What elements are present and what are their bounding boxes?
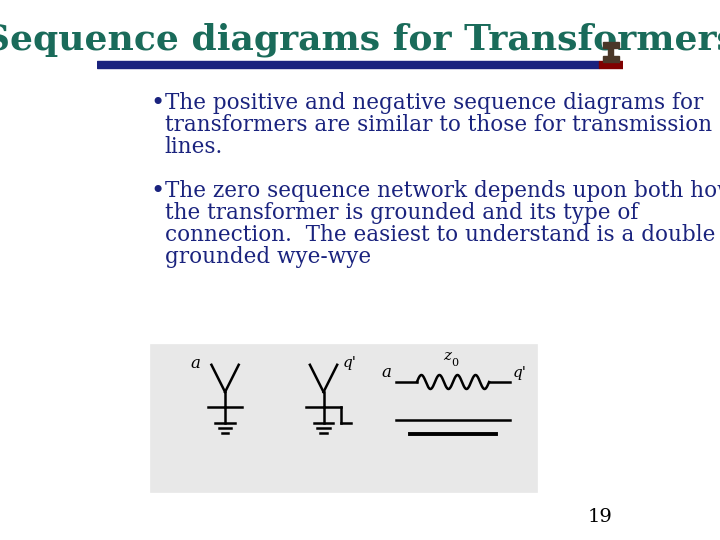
Text: 19: 19: [588, 508, 612, 526]
Bar: [97, 61, 599, 68]
Text: connection.  The easiest to understand is a double: connection. The easiest to understand is…: [165, 224, 715, 246]
Text: The positive and negative sequence diagrams for: The positive and negative sequence diagr…: [165, 92, 703, 114]
Text: z: z: [443, 349, 451, 363]
Bar: [603, 56, 619, 62]
Text: q': q': [343, 355, 356, 369]
Bar: [608, 48, 613, 56]
Text: grounded wye-wye: grounded wye-wye: [165, 246, 371, 268]
Bar: [599, 61, 623, 68]
Text: a: a: [190, 355, 200, 372]
Bar: [150, 344, 536, 492]
Text: transformers are similar to those for transmission: transformers are similar to those for tr…: [165, 114, 711, 136]
Text: q': q': [513, 366, 526, 380]
Text: 0: 0: [451, 358, 458, 368]
Text: •: •: [150, 92, 164, 115]
Text: Sequence diagrams for Transformers: Sequence diagrams for Transformers: [0, 23, 720, 57]
Text: •: •: [150, 180, 164, 203]
Text: a: a: [382, 364, 392, 381]
Text: lines.: lines.: [165, 136, 222, 158]
Text: the transformer is grounded and its type of: the transformer is grounded and its type…: [165, 202, 638, 224]
Bar: [603, 42, 619, 48]
Text: The zero sequence network depends upon both how: The zero sequence network depends upon b…: [165, 180, 720, 202]
